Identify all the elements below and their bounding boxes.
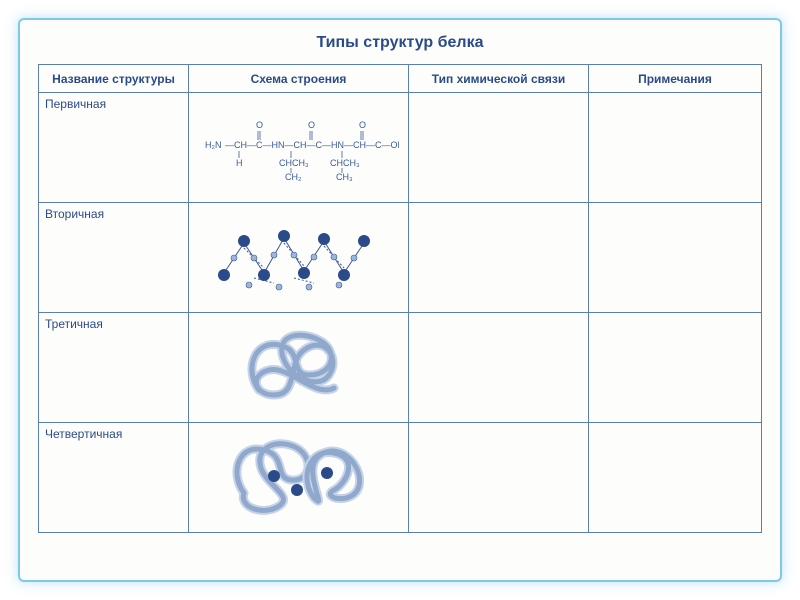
cell-note [589,93,762,203]
table-row: Третичная [39,313,762,423]
cell-bond [409,423,589,533]
cell-scheme-secondary [189,203,409,313]
cell-scheme-tertiary [189,313,409,423]
cell-note [589,203,762,313]
svg-text:H: H [236,158,243,168]
document-frame: Типы структур белка Название структуры С… [18,18,782,582]
svg-text:—CH—C—HN—CH—C—HN—CH—C—OH: —CH—C—HN—CH—C—HN—CH—C—OH [225,140,399,150]
svg-text:O: O [256,120,263,130]
cell-bond [409,203,589,313]
svg-text:CHCH₃: CHCH₃ [330,158,360,168]
table-row: Вторичная [39,203,762,313]
primary-structure-diagram: H₂N —CH—C—HN—CH—C—HN—CH—C—OH O O O H CHC… [199,108,399,188]
svg-text:CHCH₃: CHCH₃ [279,158,309,168]
svg-text:CH₂: CH₂ [285,172,302,182]
table-row: Первичная H₂N —CH—C—HN—CH—C—HN—CH—C—OH O… [39,93,762,203]
svg-text:O: O [308,120,315,130]
cell-scheme-quaternary [189,423,409,533]
col-header-name: Название структуры [39,65,189,93]
svg-text:H₂N: H₂N [205,140,222,150]
col-header-bond: Тип химической связи [409,65,589,93]
cell-bond [409,313,589,423]
cell-name: Первичная [39,93,189,203]
cell-name: Вторичная [39,203,189,313]
cell-note [589,423,762,533]
quaternary-structure-diagram [219,428,379,528]
tertiary-structure-diagram [229,320,369,415]
protein-structure-table: Название структуры Схема строения Тип хи… [38,64,762,533]
table-header-row: Название структуры Схема строения Тип хи… [39,65,762,93]
cell-scheme-primary: H₂N —CH—C—HN—CH—C—HN—CH—C—OH O O O H CHC… [189,93,409,203]
svg-text:O: O [359,120,366,130]
col-header-scheme: Схема строения [189,65,409,93]
cell-note [589,313,762,423]
cell-name: Третичная [39,313,189,423]
col-header-note: Примечания [589,65,762,93]
svg-text:CH₃: CH₃ [336,172,353,182]
secondary-structure-diagram [209,213,389,303]
table-row: Четвертичная [39,423,762,533]
cell-bond [409,93,589,203]
cell-name: Четвертичная [39,423,189,533]
page-title: Типы структур белка [38,34,762,52]
